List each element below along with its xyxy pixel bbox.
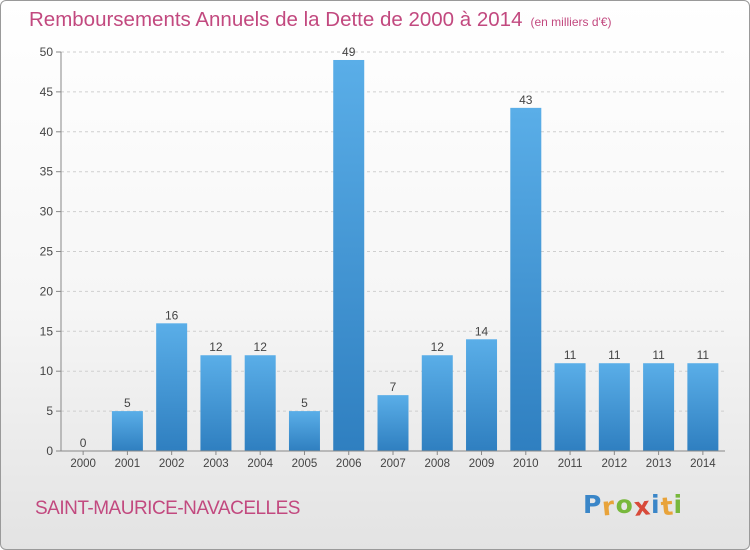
bar-2011 [554,363,586,451]
y-tick-label: 30 [40,205,54,219]
bar-2001 [111,411,143,451]
value-label-2011: 11 [564,348,577,362]
bar-2003 [200,355,232,451]
axes [56,51,725,455]
brand-letter: t [659,491,676,522]
value-label-2003: 12 [209,340,223,354]
brand-letter: x [632,491,653,522]
bar-2012 [598,363,630,451]
value-label-2006: 49 [342,45,356,59]
y-tick-label: 45 [40,85,54,99]
x-tick-label-2000: 2000 [70,458,96,470]
x-tick-label-2006: 2006 [336,458,362,470]
brand-letter: P [583,490,603,519]
commune-name: SAINT-MAURICE-NAVACELLES [35,498,300,519]
brand-letter: i [673,490,684,519]
chart-title-text: Remboursements Annuels de la Dette de 20… [29,8,523,31]
y-tick-label: 35 [40,165,54,179]
bars [111,59,719,452]
x-tick-label-2010: 2010 [513,458,539,470]
y-tick-label: 40 [40,125,54,139]
x-tick-label-2008: 2008 [424,458,450,470]
y-tick-label: 5 [46,404,53,418]
brand-letter: o [615,490,634,519]
value-label-2001: 5 [124,396,131,410]
bar-2004 [244,355,276,451]
bar-2007 [377,395,409,451]
bar-2013 [643,363,675,451]
y-tick-label: 25 [40,245,54,259]
x-tick-label-2003: 2003 [203,458,229,470]
x-tick-label-2007: 2007 [380,458,406,470]
bar-2005 [288,411,320,451]
y-tick-label: 0 [46,444,53,458]
bar-2002 [156,323,188,451]
x-tick-label-2011: 2011 [558,458,583,470]
x-tick-label-2013: 2013 [646,458,672,470]
value-label-2007: 7 [390,380,397,394]
chart-unit-note: (en milliers d'€) [530,15,612,29]
x-tick-label-2004: 2004 [247,458,273,470]
labels: 0 5 10 15 20 25 30 35 40 45 50 0 2000 5 2001 16 2002 12 20… [40,45,717,470]
bar-2008 [421,355,453,451]
value-label-2009: 14 [475,324,489,338]
value-label-2000: 0 [80,436,87,450]
brand-logo: Proxiti [583,490,684,522]
x-tick-label-2009: 2009 [469,458,495,470]
brand-letter: i [651,490,661,519]
value-label-2013: 11 [652,348,665,362]
y-tick-label: 10 [40,364,54,378]
y-tick-label: 20 [40,284,54,298]
value-label-2004: 12 [254,340,268,354]
value-label-2012: 11 [608,348,621,362]
chart-title: Remboursements Annuels de la Dette de 20… [29,8,611,32]
bar-2006 [333,59,365,451]
value-label-2008: 12 [431,340,445,354]
x-tick-label-2012: 2012 [602,458,628,470]
bar-2014 [687,363,719,451]
x-tick-label-2002: 2002 [159,458,185,470]
x-tick-label-2005: 2005 [292,458,318,470]
x-tick-label-2001: 2001 [115,458,141,470]
value-label-2002: 16 [165,308,179,322]
bar-2009 [466,339,498,451]
x-tick-label-2014: 2014 [690,458,716,470]
value-label-2014: 11 [697,348,710,362]
y-tick-label: 50 [40,45,54,59]
y-tick-label: 15 [40,324,54,338]
bar-2010 [510,107,542,452]
value-label-2005: 5 [301,396,308,410]
value-label-2010: 43 [519,93,533,107]
